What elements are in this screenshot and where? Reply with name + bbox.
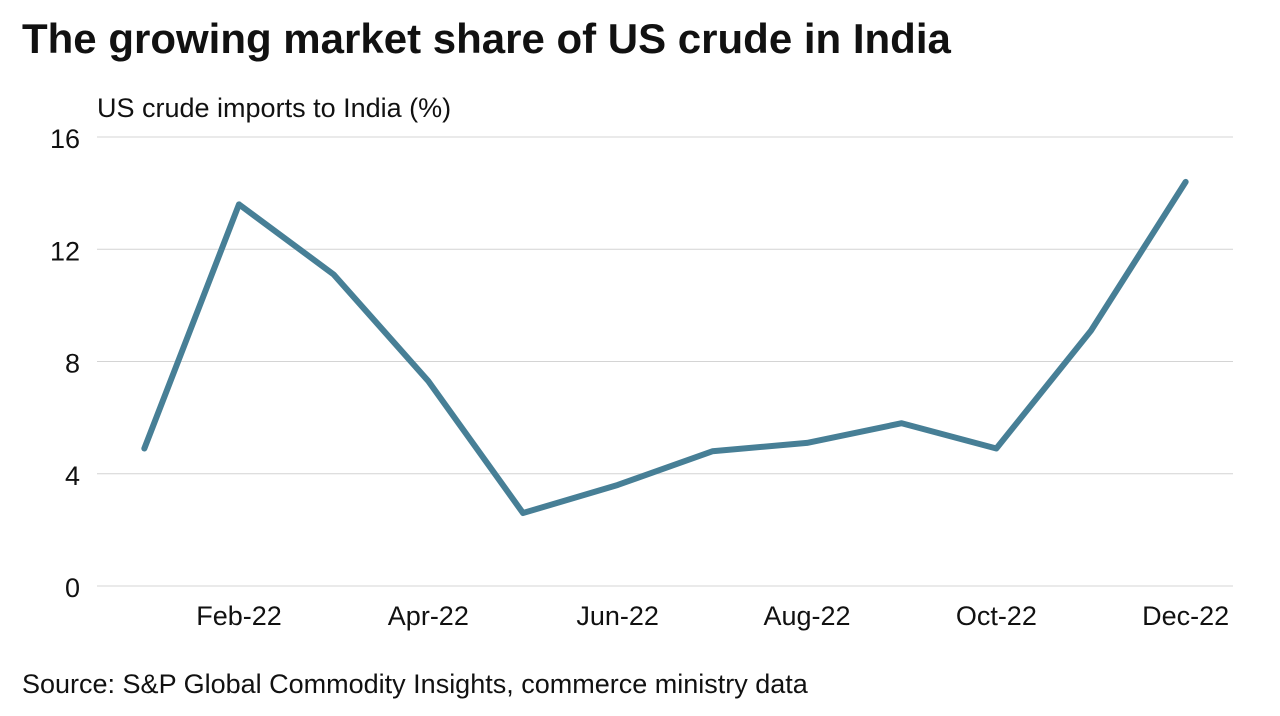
x-tick-label: Aug-22	[763, 601, 850, 631]
y-tick-label: 4	[65, 461, 80, 491]
y-axis-title: US crude imports to India (%)	[97, 93, 451, 123]
source: Source: S&P Global Commodity Insights, c…	[22, 669, 809, 699]
chart-title: The growing market share of US crude in …	[22, 15, 951, 62]
x-tick-label: Apr-22	[388, 601, 469, 631]
y-tick-label: 0	[65, 573, 80, 603]
x-tick-label: Oct-22	[956, 601, 1037, 631]
y-tick-label: 16	[50, 124, 80, 154]
x-tick-label: Jun-22	[576, 601, 659, 631]
x-tick-label: Feb-22	[196, 601, 282, 631]
y-tick-label: 8	[65, 349, 80, 379]
data-line	[141, 178, 1189, 517]
y-tick-label: 12	[50, 236, 80, 266]
x-tick-label: Dec-22	[1142, 601, 1229, 631]
